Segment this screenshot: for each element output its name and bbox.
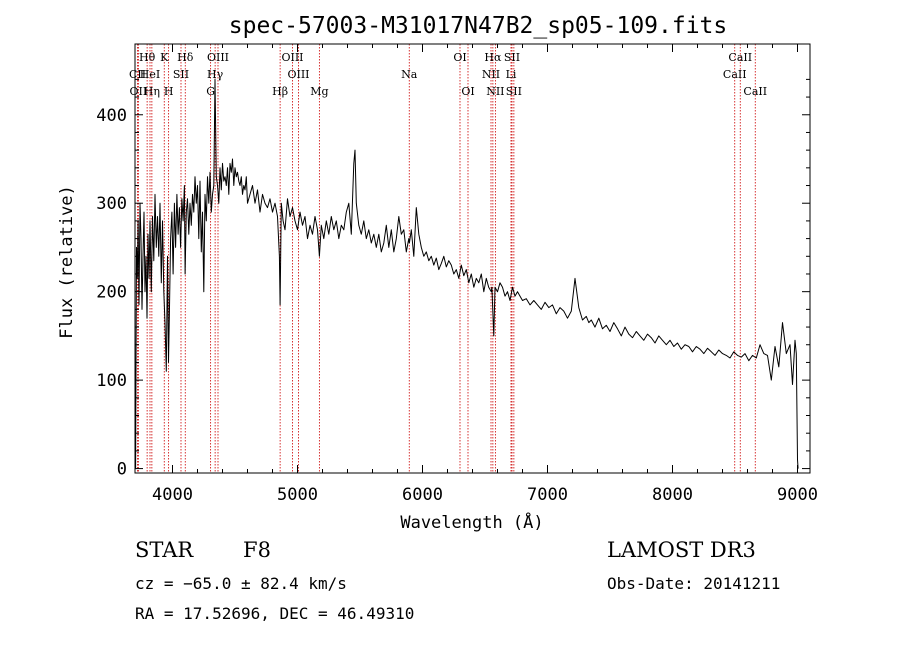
line-label: CaII: [743, 85, 767, 98]
line-label: Na: [401, 68, 418, 81]
chart-title: spec-57003-M31017N47B2_sp05-109.fits: [229, 13, 728, 39]
y-axis-ticks: 0 100 200 300 400: [96, 78, 810, 480]
y-axis-label: Flux (relative): [57, 185, 77, 339]
y-tick-label: 0: [117, 460, 127, 480]
x-tick-label: 8000: [652, 485, 693, 505]
line-label: SII: [506, 85, 522, 98]
line-label: Hα: [484, 51, 502, 64]
line-markers: [137, 44, 756, 473]
line-label: Hβ: [272, 85, 288, 98]
y-tick-label: 300: [96, 194, 127, 214]
line-label: K: [160, 51, 169, 64]
line-label: CII: [129, 68, 146, 81]
line-label: OIII: [281, 51, 303, 64]
plot-frame: [134, 43, 811, 474]
line-label: CaII: [728, 51, 752, 64]
line-label: NII: [482, 68, 500, 81]
y-tick-label: 200: [96, 283, 127, 303]
line-label: Hη: [144, 85, 160, 98]
series-layer: [134, 78, 799, 470]
line-labels: Hθ CII OII HeI Hη K SII H Hδ OIII Hγ G OIII OIII Hβ Mg N…: [129, 51, 767, 98]
object-class: STAR: [135, 538, 194, 562]
x-tick-label: 5000: [277, 485, 318, 505]
line-label: H: [164, 85, 174, 98]
x-axis-label: Wavelength (Å): [400, 511, 543, 533]
survey-name: LAMOST DR3: [607, 538, 756, 562]
line-label: Hθ: [139, 51, 156, 64]
line-label: HeI: [140, 68, 160, 81]
line-label: Li: [506, 68, 517, 81]
line-label: Hδ: [177, 51, 194, 64]
line-label: G: [206, 85, 215, 98]
line-label: Mg: [310, 85, 328, 98]
spectrum-line: [134, 78, 799, 470]
x-axis-ticks: 4000 5000 6000 7000 8000 9000: [152, 44, 818, 505]
line-label: OIII: [207, 51, 229, 64]
line-label: OIII: [287, 68, 309, 81]
x-tick-label: 6000: [402, 485, 443, 505]
x-tick-label: 9000: [777, 485, 818, 505]
redshift-velocity: cz = −65.0 ± 82.4 km/s: [135, 574, 347, 593]
object-subclass: F8: [243, 538, 271, 562]
line-label: Hγ: [207, 68, 224, 81]
line-label: NII: [486, 85, 504, 98]
y-tick-label: 100: [96, 371, 127, 391]
y-tick-label: 400: [96, 106, 127, 126]
line-label: CaII: [723, 68, 747, 81]
sky-coordinates: RA = 17.52696, DEC = 46.49310: [135, 604, 415, 623]
line-label: OII: [130, 85, 148, 98]
line-label: SII: [173, 68, 189, 81]
line-label: OI: [461, 85, 474, 98]
x-tick-label: 4000: [152, 485, 193, 505]
line-label: OI: [453, 51, 466, 64]
x-tick-label: 7000: [527, 485, 568, 505]
observation-date: Obs-Date: 20141211: [607, 574, 781, 593]
line-label: SII: [504, 51, 520, 64]
